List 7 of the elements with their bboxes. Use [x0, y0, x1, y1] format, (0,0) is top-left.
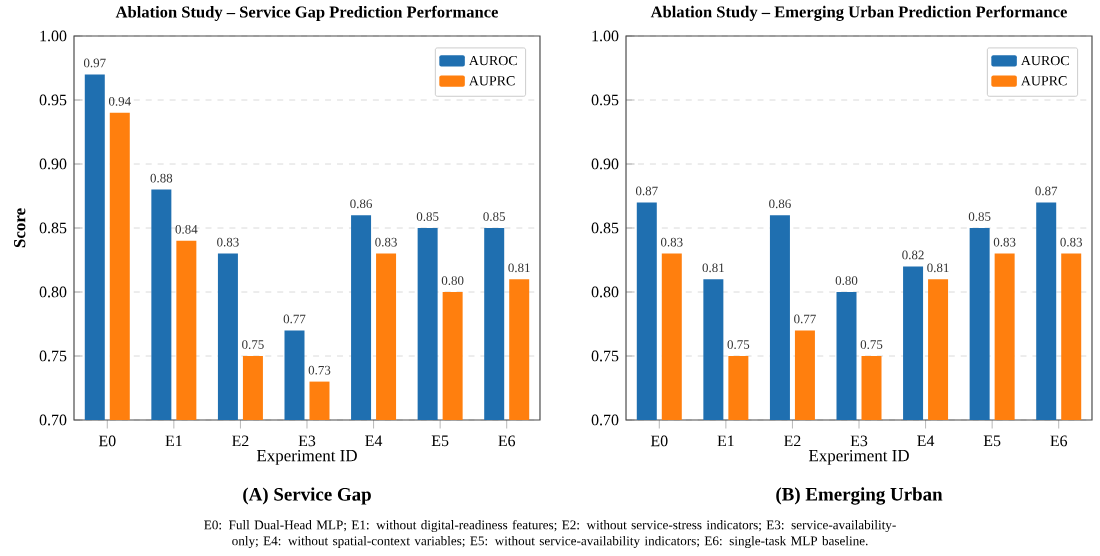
x-axis-title: Experiment ID [256, 449, 357, 465]
x-axis-title: Experiment ID [808, 449, 909, 465]
y-axis-title: Score [14, 208, 26, 248]
chart-title: Ablation Study – Emerging Urban Prediction Performance [650, 5, 1067, 21]
text: (B) Emerging Urban [776, 487, 943, 505]
text: (A) Service Gap [243, 487, 371, 505]
chart-title: Ablation Study – Service Gap Prediction Performance [115, 5, 498, 21]
